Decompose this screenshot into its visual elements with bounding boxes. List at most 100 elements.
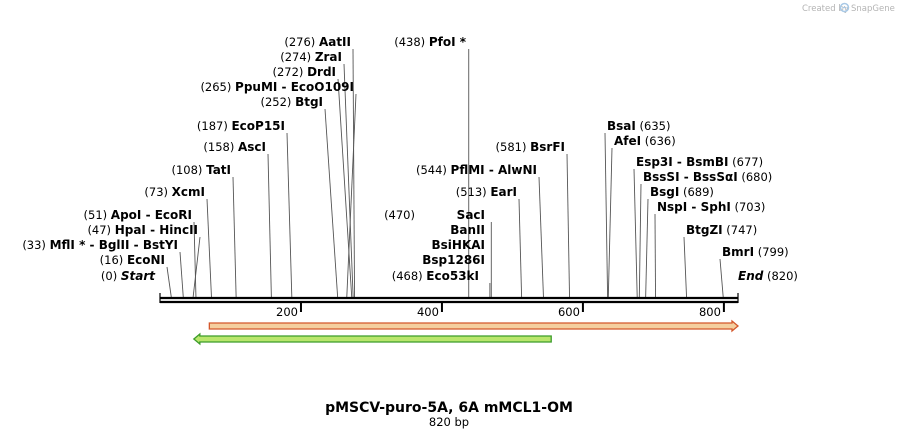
site-name[interactable]: SacI [457, 208, 485, 222]
site-leader [566, 153, 570, 298]
site-label-747[interactable]: BtgZI (747) [686, 223, 757, 237]
site-position: (276) [284, 35, 315, 49]
snapgene-logo-icon [839, 2, 850, 13]
site-name: AscI [238, 140, 266, 154]
site-name: NspI [657, 200, 687, 214]
green-feature-arrow[interactable] [192, 332, 552, 346]
site-position: (0) [101, 269, 117, 283]
site-text[interactable]: (187) EcoP15I [197, 119, 285, 133]
site-text[interactable]: (0) Start [101, 269, 156, 283]
site-leader [633, 168, 638, 298]
site-label-703[interactable]: NspI - SphI (703) [657, 200, 765, 214]
site-text[interactable]: (272) DrdI [272, 65, 336, 79]
site-text[interactable]: AfeI (636) [614, 134, 676, 148]
site-name: EcoP15I [231, 119, 285, 133]
site-name: BssSαI [693, 170, 738, 184]
plasmid-name: pMSCV-puro-5A, 6A mMCL1-OM [325, 400, 573, 416]
site-text[interactable]: (158) AscI [203, 140, 266, 154]
site-leader [604, 132, 609, 298]
orange-feature-arrow[interactable] [208, 319, 740, 333]
site-label-636[interactable]: AfeI (636) [614, 134, 676, 148]
site-text[interactable]: (16) EcoNI [100, 253, 165, 267]
sequence-backbone [159, 293, 739, 304]
site-text[interactable]: (252) BtgI [260, 95, 323, 109]
site-text[interactable]: (51) ApoI - EcoRI [84, 208, 192, 222]
site-leader [346, 93, 357, 298]
site-name: HpaI [115, 223, 146, 237]
site-text[interactable]: (73) XcmI [144, 185, 205, 199]
site-label-677[interactable]: Esp3I - BsmBI (677) [636, 155, 763, 169]
map-title: pMSCV-puro-5A, 6A mMCL1-OM 820 bp [325, 400, 573, 429]
site-text[interactable]: NspI - SphI (703) [657, 200, 765, 214]
site-position: (820) [767, 269, 798, 283]
site-label-265[interactable]: (265) PpuMI - EcoO109I [200, 80, 354, 94]
separator: - [129, 238, 142, 252]
site-text[interactable]: Esp3I - BsmBI (677) [636, 155, 763, 169]
site-name[interactable]: Bsp1286I [422, 253, 485, 267]
site-position: (252) [260, 95, 291, 109]
site-name: BstYI [143, 238, 178, 252]
site-name: ApoI [111, 208, 142, 222]
site-label-438[interactable]: (438) PfoI * [394, 35, 467, 49]
site-name: PpuMI [235, 80, 277, 94]
site-label-680[interactable]: BssSI - BssSαI (680) [643, 170, 772, 184]
site-label-33[interactable]: (33) MflI * - BglII - BstYI [22, 238, 178, 252]
site-text[interactable]: (544) PflMI - AlwNI [416, 163, 537, 177]
site-leader [607, 147, 613, 298]
site-position: (636) [645, 134, 676, 148]
app-name-label: SnapGene [851, 4, 895, 14]
site-label-274[interactable]: (274) ZraI [280, 50, 342, 64]
site-text[interactable]: (33) MflI * - BglII - BstYI [22, 238, 178, 252]
site-text[interactable]: (47) HpaI - HincII [87, 223, 198, 237]
site-name: XcmI [172, 185, 205, 199]
site-text[interactable]: (468) Eco53kI [392, 269, 479, 283]
site-label-16[interactable]: (16) EcoNI [100, 253, 165, 267]
site-name: AlwNI [498, 163, 537, 177]
site-label-689[interactable]: BsgI (689) [650, 185, 714, 199]
site-label-187[interactable]: (187) EcoP15I [197, 119, 285, 133]
site-text[interactable]: (274) ZraI [280, 50, 342, 64]
site-text[interactable]: (438) PfoI * [394, 35, 467, 49]
separator: - [85, 238, 98, 252]
site-name: AfeI [614, 134, 641, 148]
site-label-51[interactable]: (51) ApoI - EcoRI [84, 208, 192, 222]
site-labels: (276) AatII(274) ZraI(272) DrdI(265) Ppu… [22, 35, 798, 283]
site-label-73[interactable]: (73) XcmI [144, 185, 205, 199]
site-name[interactable]: BanII [450, 223, 485, 237]
site-text[interactable]: End (820) [738, 269, 798, 283]
site-text[interactable]: (276) AatII [284, 35, 351, 49]
site-label-544[interactable]: (544) PflMI - AlwNI [416, 163, 537, 177]
site-leader [166, 266, 172, 298]
site-text[interactable]: (265) PpuMI - EcoO109I [200, 80, 354, 94]
site-label-820[interactable]: End (820) [738, 269, 798, 283]
site-position: (51) [84, 208, 108, 222]
site-text[interactable]: BssSI - BssSαI (680) [643, 170, 772, 184]
site-label-581[interactable]: (581) BsrFI [496, 140, 565, 154]
site-label-276[interactable]: (276) AatII [284, 35, 351, 49]
site-text[interactable]: (581) BsrFI [496, 140, 565, 154]
site-name[interactable]: BsiHKAI [432, 238, 486, 252]
site-text[interactable]: BmrI (799) [722, 245, 789, 259]
site-label-468[interactable]: (468) Eco53kI [392, 269, 479, 283]
site-text[interactable]: BsgI (689) [650, 185, 714, 199]
site-label-252[interactable]: (252) BtgI [260, 95, 323, 109]
site-text[interactable]: (108) TatI [171, 163, 231, 177]
site-leader [193, 221, 197, 298]
site-position: (544) [416, 163, 447, 177]
site-label-158[interactable]: (158) AscI [203, 140, 266, 154]
site-name: BtgI [295, 95, 323, 109]
axis-ticks: 200 400 600 800 [276, 302, 725, 319]
site-text[interactable]: BtgZI (747) [686, 223, 757, 237]
site-label-0[interactable]: (0) Start [101, 269, 156, 283]
site-label-47[interactable]: (47) HpaI - HincII [87, 223, 198, 237]
site-text[interactable]: BsaI (635) [607, 119, 670, 133]
site-label-272[interactable]: (272) DrdI [272, 65, 336, 79]
site-label-635[interactable]: BsaI (635) [607, 119, 670, 133]
site-text[interactable]: (513) EarI [456, 185, 517, 199]
site-position: (635) [640, 119, 671, 133]
site-label-799[interactable]: BmrI (799) [722, 245, 789, 259]
site-label-108[interactable]: (108) TatI [171, 163, 231, 177]
site-name: DrdI [307, 65, 336, 79]
site-label-513[interactable]: (513) EarI [456, 185, 517, 199]
